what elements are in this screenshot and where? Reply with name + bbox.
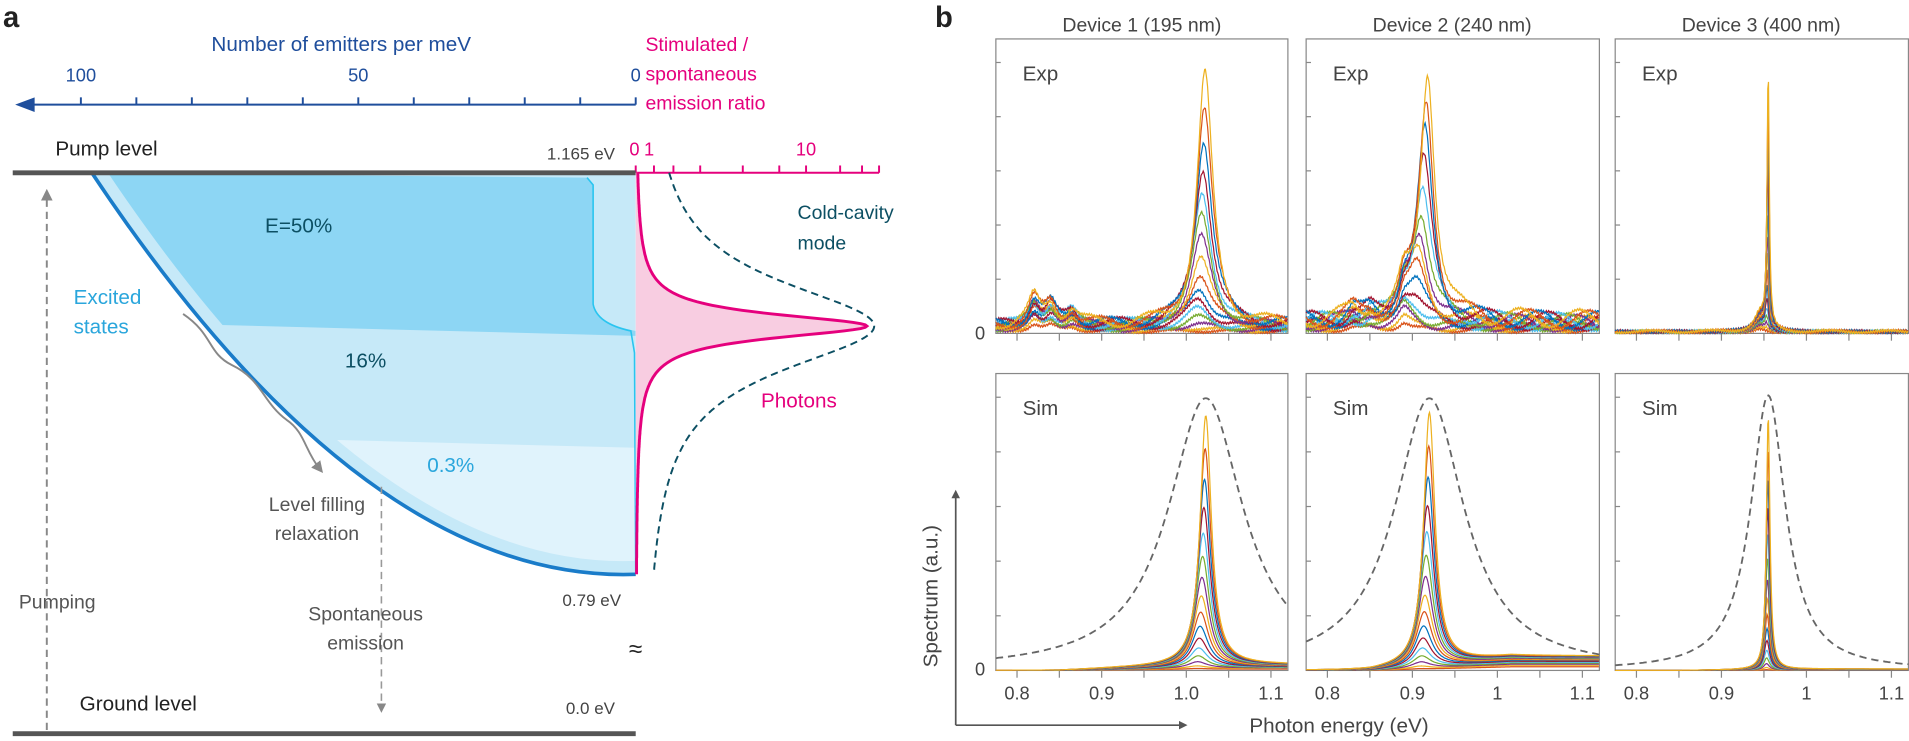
spectrum-panel-exp-device-1: Exp bbox=[995, 38, 1289, 341]
x-tick-label: 0.8 bbox=[1315, 683, 1340, 704]
panel-a-label: a bbox=[3, 2, 20, 34]
ground-level-label: Ground level bbox=[80, 693, 197, 716]
panel-b-label: b bbox=[935, 2, 953, 34]
panel-frame bbox=[1614, 38, 1909, 334]
ratio-tick-1: 1 bbox=[644, 139, 654, 160]
emitters-axis bbox=[27, 97, 637, 106]
device-2-title: Device 2 (240 nm) bbox=[1373, 15, 1532, 37]
x-axis-label: Photon energy (eV) bbox=[1249, 714, 1428, 737]
cold-cavity-dashed-curve bbox=[1615, 394, 1909, 667]
spectrum-curve bbox=[995, 415, 1288, 671]
emitters-tick-50: 50 bbox=[348, 65, 368, 86]
excited-states-line2: states bbox=[74, 315, 129, 338]
row-label: Exp bbox=[1333, 62, 1369, 85]
panel-frame bbox=[1305, 372, 1600, 672]
x-tick-label: 1 bbox=[1492, 683, 1502, 704]
pump-level-energy: 1.165 eV bbox=[547, 144, 616, 163]
ratio-tick-0: 0 bbox=[629, 139, 639, 160]
band-bottom-energy: 0.79 eV bbox=[562, 591, 621, 610]
ratio-title-line1: Stimulated / bbox=[645, 34, 748, 56]
spectrum-curve bbox=[1305, 120, 1600, 331]
cold-cavity-dashed-curve bbox=[995, 397, 1289, 660]
spectrum-curve bbox=[1615, 420, 1908, 672]
cold-cavity-dashed-curve bbox=[1305, 397, 1600, 656]
spectrum-curve bbox=[1305, 291, 1600, 333]
spectrum-panel-exp-device-3: Exp bbox=[1614, 38, 1909, 341]
spectrum-curve bbox=[1614, 81, 1909, 335]
ratio-tick-10: 10 bbox=[796, 139, 816, 160]
axis-break-symbol: ≈ bbox=[629, 636, 642, 663]
ground-level-energy: 0.0 eV bbox=[566, 699, 616, 718]
x-tick-label: 1.0 bbox=[1174, 683, 1199, 704]
region-label-16pct: 16% bbox=[345, 349, 386, 372]
panel-frame bbox=[1305, 38, 1600, 334]
cavity-label-line1: Cold-cavity bbox=[798, 202, 894, 224]
ratio-axis bbox=[634, 165, 881, 174]
spectrum-curve bbox=[1305, 101, 1600, 331]
panel-b: b Device 1 (195 nm) Device 2 (240 nm) De… bbox=[919, 2, 1909, 737]
band-edge-curve bbox=[90, 171, 636, 577]
x-tick-label: 1.1 bbox=[1570, 683, 1595, 704]
x-tick-label: 0.9 bbox=[1089, 683, 1114, 704]
emitters-tick-0: 0 bbox=[631, 65, 641, 86]
zero-label-sim: 0 bbox=[975, 658, 985, 679]
y-axis-label: Spectrum (a.u.) bbox=[919, 525, 942, 667]
photons-label: Photons bbox=[761, 390, 837, 413]
spectrum-panel-sim-device-3: Sim 0.8 0.9 1 1.1 bbox=[1614, 372, 1909, 704]
spectrum-panel-sim-device-2: Sim 0.8 0.9 1 1.1 bbox=[1305, 372, 1600, 704]
cavity-label-line2: mode bbox=[798, 232, 847, 254]
occupation-fills bbox=[91, 172, 636, 575]
row-label: Exp bbox=[1023, 62, 1059, 85]
ratio-title-line2: spontaneous bbox=[645, 63, 757, 85]
zero-label-exp: 0 bbox=[975, 322, 985, 343]
spectrum-curve bbox=[1306, 410, 1599, 671]
x-tick-label: 1.1 bbox=[1879, 683, 1904, 704]
relaxation-wavy-arrow-icon bbox=[182, 313, 324, 474]
x-tick-label: 0.9 bbox=[1709, 683, 1734, 704]
emitters-axis-title: Number of emitters per meV bbox=[211, 33, 471, 56]
device-3-title: Device 3 (400 nm) bbox=[1682, 15, 1841, 37]
device-1-title: Device 1 (195 nm) bbox=[1062, 15, 1221, 37]
pumping-label: Pumping bbox=[19, 591, 96, 613]
relaxation-line1: Level filling bbox=[269, 494, 365, 516]
x-tick-label: 1 bbox=[1801, 683, 1811, 704]
panel-frame bbox=[1614, 372, 1909, 672]
panel-frame bbox=[995, 372, 1289, 672]
row-label: Sim bbox=[1642, 397, 1678, 420]
cold-cavity-mode-curve bbox=[652, 172, 876, 575]
x-tick-label: 1.1 bbox=[1258, 683, 1283, 704]
emitters-axis-arrow-icon bbox=[15, 97, 35, 112]
photon-spectrum-curve bbox=[635, 172, 870, 575]
spectrum-panel-sim-device-1: Sim 0.8 0.9 1.0 1.1 bbox=[995, 372, 1289, 704]
fill-50pct bbox=[91, 172, 636, 336]
spectrum-curve bbox=[995, 68, 1288, 331]
row-label: Exp bbox=[1642, 62, 1678, 85]
region-label-0.3pct: 0.3% bbox=[427, 454, 474, 477]
x-tick-label: 0.9 bbox=[1400, 683, 1425, 704]
occupation-edge-line bbox=[586, 177, 637, 572]
row-label: Sim bbox=[1333, 397, 1369, 420]
row-label: Sim bbox=[1023, 397, 1059, 420]
spectrum-curve bbox=[1305, 73, 1600, 330]
x-tick-label: 0.8 bbox=[1624, 683, 1649, 704]
excited-states-line1: Excited bbox=[74, 286, 142, 309]
emitters-tick-100: 100 bbox=[66, 65, 96, 86]
panel-a: a Number of emitters per meV 100 50 0 St… bbox=[3, 2, 894, 737]
spectrum-panel-exp-device-2: Exp bbox=[1305, 38, 1600, 341]
x-tick-label: 0.8 bbox=[1004, 683, 1029, 704]
spontaneous-line2: emission bbox=[327, 633, 404, 655]
panel-frame bbox=[995, 38, 1289, 334]
pump-level-label: Pump level bbox=[55, 138, 157, 161]
region-label-50pct: E=50% bbox=[265, 214, 332, 237]
relaxation-line2: relaxation bbox=[275, 523, 359, 545]
ratio-title-line3: emission ratio bbox=[645, 93, 765, 115]
spontaneous-line1: Spontaneous bbox=[308, 604, 423, 626]
